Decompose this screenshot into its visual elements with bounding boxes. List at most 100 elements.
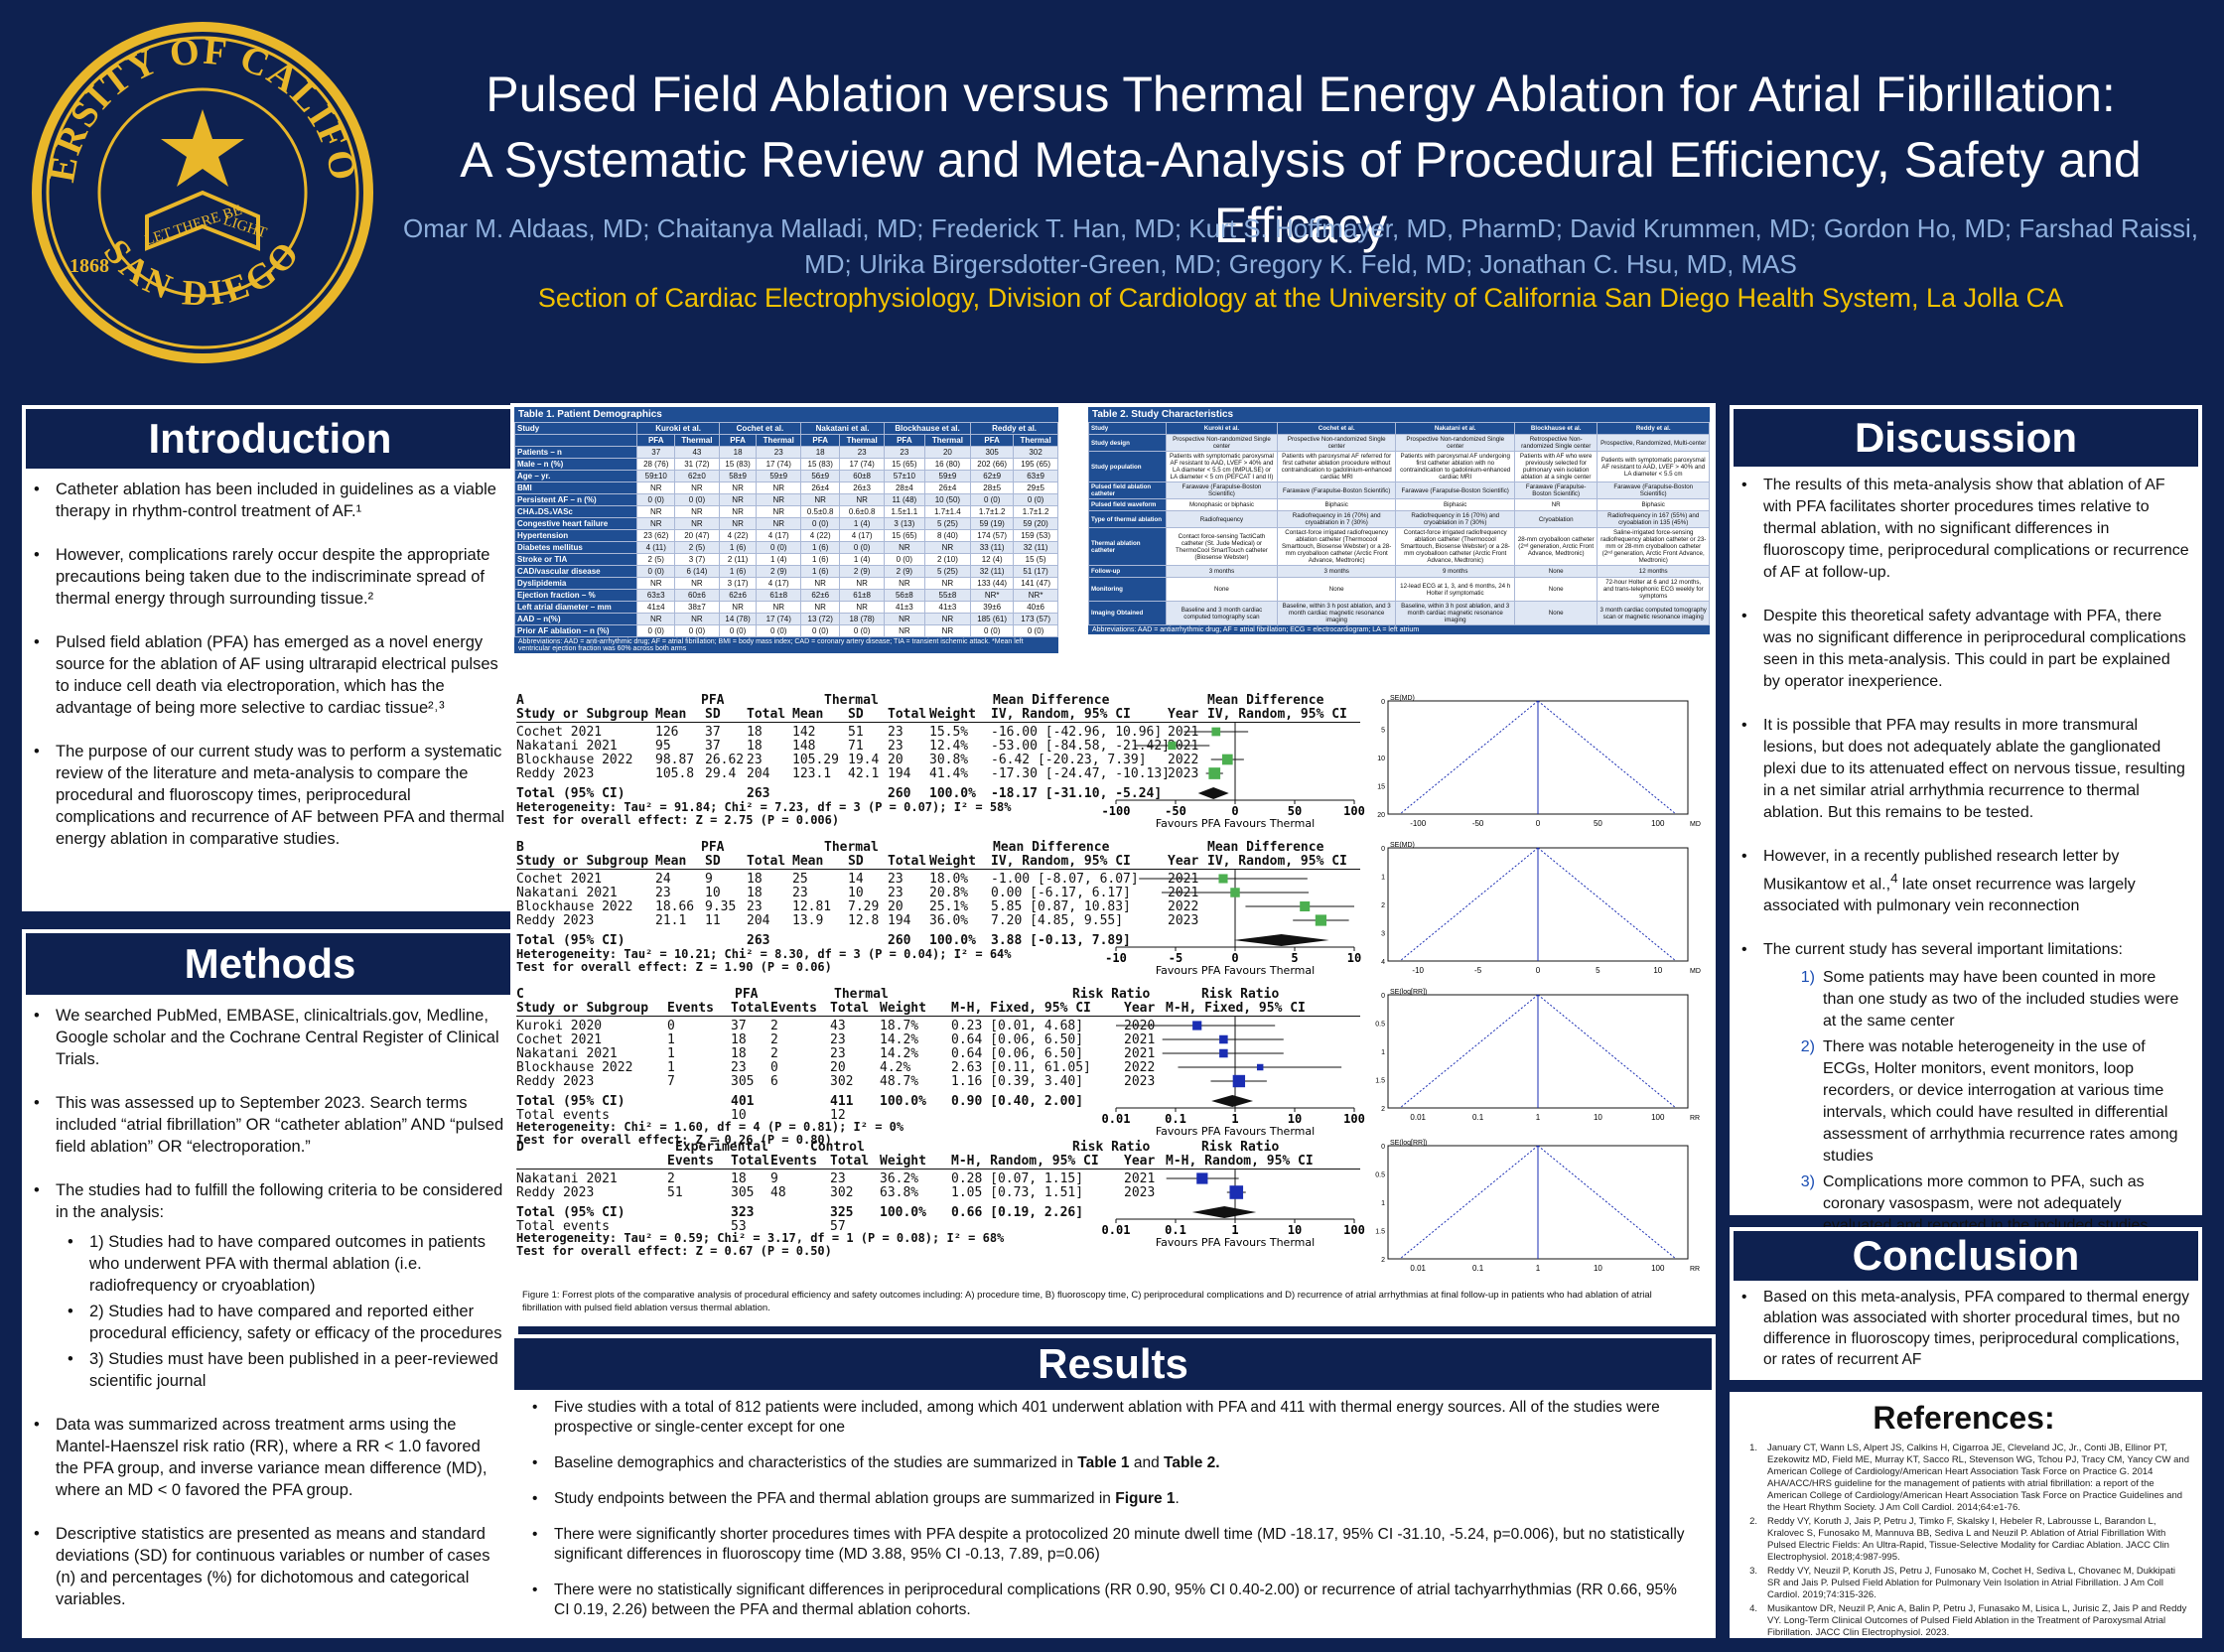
- table-cell: NR: [674, 517, 720, 530]
- table-cell: 59 (20): [1013, 517, 1058, 530]
- y-tick-label: 0: [1381, 699, 1385, 706]
- list-item: There were no statistically significant …: [520, 1581, 1692, 1620]
- table-cell: 302: [830, 1185, 854, 1200]
- table-cell: 0 (0): [674, 624, 720, 637]
- column-header: Total: [830, 1154, 870, 1169]
- funnel-boundary: [1537, 847, 1677, 962]
- table-cell: 11 (48): [884, 493, 925, 506]
- table-subheader: Thermal: [674, 434, 720, 447]
- table-cell: 2023: [1168, 766, 1199, 781]
- x-tick-label: -100: [1410, 819, 1427, 828]
- table-cell: 2: [770, 1046, 778, 1061]
- methods-panel: Methods We searched PubMed, EMBASE, clin…: [22, 929, 518, 1638]
- column-header: Weight: [880, 1001, 926, 1016]
- table-cell: 0 (0): [800, 624, 841, 637]
- column-header: Total: [731, 1001, 770, 1016]
- table-cell: 32 (11): [970, 565, 1015, 578]
- table-cell: 18: [747, 872, 763, 887]
- table-cell: 0.5±0.8: [800, 505, 841, 518]
- table-row: Study design Prospective Non-randomized S…: [1088, 434, 1710, 452]
- table-cell: 0.64 [0.06, 6.50]: [951, 1046, 1084, 1061]
- table-cell: 302: [830, 1074, 854, 1089]
- group-header: Mean Difference: [1207, 840, 1324, 855]
- divider: [516, 1016, 1360, 1017]
- x-tick-label: 10: [1653, 966, 1662, 975]
- plot-label: C: [516, 987, 524, 1002]
- column-header: M-H, Random, 95% CI: [1166, 1154, 1314, 1169]
- table-cell: 72-hour Holter at 6 and 12 months, and t…: [1597, 577, 1710, 602]
- table-cell: 1 (6): [800, 565, 841, 578]
- x-tick-label: 0.1: [1165, 1223, 1186, 1237]
- list-item: We searched PubMed, EMBASE, clinicaltria…: [22, 1005, 506, 1070]
- column-header: Study or Subgroup: [516, 854, 649, 869]
- column-header: Mean: [655, 854, 687, 869]
- table-cell: 30.8%: [929, 753, 969, 767]
- limitation-item: 1) Some patients may have been counted in…: [1800, 969, 2179, 1031]
- table-cell: 173 (57): [1013, 613, 1058, 625]
- overall-effect-text: Test for overall effect: Z = 2.75 (P = 0…: [516, 813, 840, 827]
- table-cell: 305: [731, 1185, 755, 1200]
- table-cell: -6.42 [-20.23, 7.39]: [991, 753, 1147, 767]
- table-cell: 3 (17): [718, 577, 758, 590]
- table-header: Cochet et al.: [718, 422, 802, 435]
- table-cell: 2: [667, 1171, 675, 1186]
- table-cell: 4 (22): [718, 529, 758, 542]
- funnel-boundary: [1537, 994, 1677, 1109]
- table-cell: 0.6±0.8: [839, 505, 886, 518]
- table-cell: 14: [848, 872, 864, 887]
- table-cell: 95: [655, 739, 671, 754]
- x-tick-label: 0.1: [1472, 1264, 1484, 1273]
- table-cell: 48: [770, 1185, 786, 1200]
- group-header: PFA: [701, 693, 725, 708]
- funnel-boundary: [1399, 1145, 1539, 1260]
- table-cell: 305: [970, 446, 1015, 459]
- criteria-item: 3) Studies must have been published in a…: [56, 1348, 506, 1392]
- table-cell: 15 (83): [718, 458, 758, 471]
- pooled-estimate-diamond: [1211, 1095, 1254, 1107]
- table-cell: 2023: [1124, 1074, 1156, 1089]
- table-cell: 2021: [1168, 725, 1199, 740]
- table-cell: 14 (78): [718, 613, 758, 625]
- table-cell: 1.5±1.1: [884, 505, 925, 518]
- study-estimate-marker: [1229, 1185, 1244, 1199]
- table-cell: 59 (19): [970, 517, 1015, 530]
- table-cell: 0 (0): [674, 493, 720, 506]
- table1-footnote: Abbreviations: AAD = anti-arrhythmic dru…: [514, 637, 1058, 653]
- study-name: Reddy 2023: [516, 766, 595, 781]
- table-cell: Radiofrequency in 16 (70%) and cryoablat…: [1276, 510, 1397, 528]
- table-cell: Farawave (Farapulse-Boston Scientific): [1513, 482, 1598, 499]
- group-header: Risk Ratio: [1201, 987, 1280, 1002]
- table-cell: 1.7±1.4: [923, 505, 972, 518]
- table-cell: NR: [756, 517, 802, 530]
- y-tick-label: 10: [1377, 756, 1385, 762]
- table1: Study Kuroki et al. Cochet et al. Nakata…: [513, 422, 1058, 637]
- table-cell: 6: [770, 1074, 778, 1089]
- column-header: Year: [1124, 1154, 1156, 1169]
- table-row: Dyslipidemia NR NR 3 (17) 4 (17) NR NR NR NR 133 …: [513, 577, 1058, 590]
- table-cell: -17.30 [-24.47, -10.13]: [991, 766, 1171, 781]
- table-cell: None: [1166, 577, 1278, 602]
- favours-label: Favours PFA Favours Thermal: [1156, 1125, 1315, 1138]
- x-tick-label: 100: [1343, 1223, 1365, 1237]
- total-value: 0.90 [0.40, 2.00]: [951, 1094, 1084, 1109]
- table-cell: 60±8: [839, 470, 886, 482]
- table-cell: 0 (0): [756, 624, 802, 637]
- table-cell: 0 (0): [884, 553, 925, 566]
- list-item: Descriptive statistics are presented as …: [22, 1523, 506, 1610]
- column-header: Year: [1168, 854, 1199, 869]
- table-cell: 2 (9): [839, 565, 886, 578]
- table2-footnote: Abbreviations: AAD = antiarrhythmic drug…: [1088, 625, 1710, 634]
- table-cell: 38±7: [674, 601, 720, 614]
- list-item: Catheter ablation has been included in g…: [22, 479, 506, 522]
- table-cell: 23: [655, 886, 671, 900]
- table-cell: 7: [667, 1074, 675, 1089]
- table-cell: 36.2%: [880, 1171, 919, 1186]
- x-tick-label: 0.1: [1165, 1112, 1186, 1126]
- table-cell: 23: [747, 899, 763, 914]
- table-cell: Retrospective Non-randomized Single cent…: [1513, 434, 1598, 452]
- table-cell: 18: [731, 1171, 747, 1186]
- table-cell: 3 months: [1276, 565, 1397, 578]
- table-cell: 8 (40): [923, 529, 972, 542]
- column-header: M-H, Fixed, 95% CI: [951, 1001, 1091, 1016]
- table-cell: 0 (0): [718, 624, 758, 637]
